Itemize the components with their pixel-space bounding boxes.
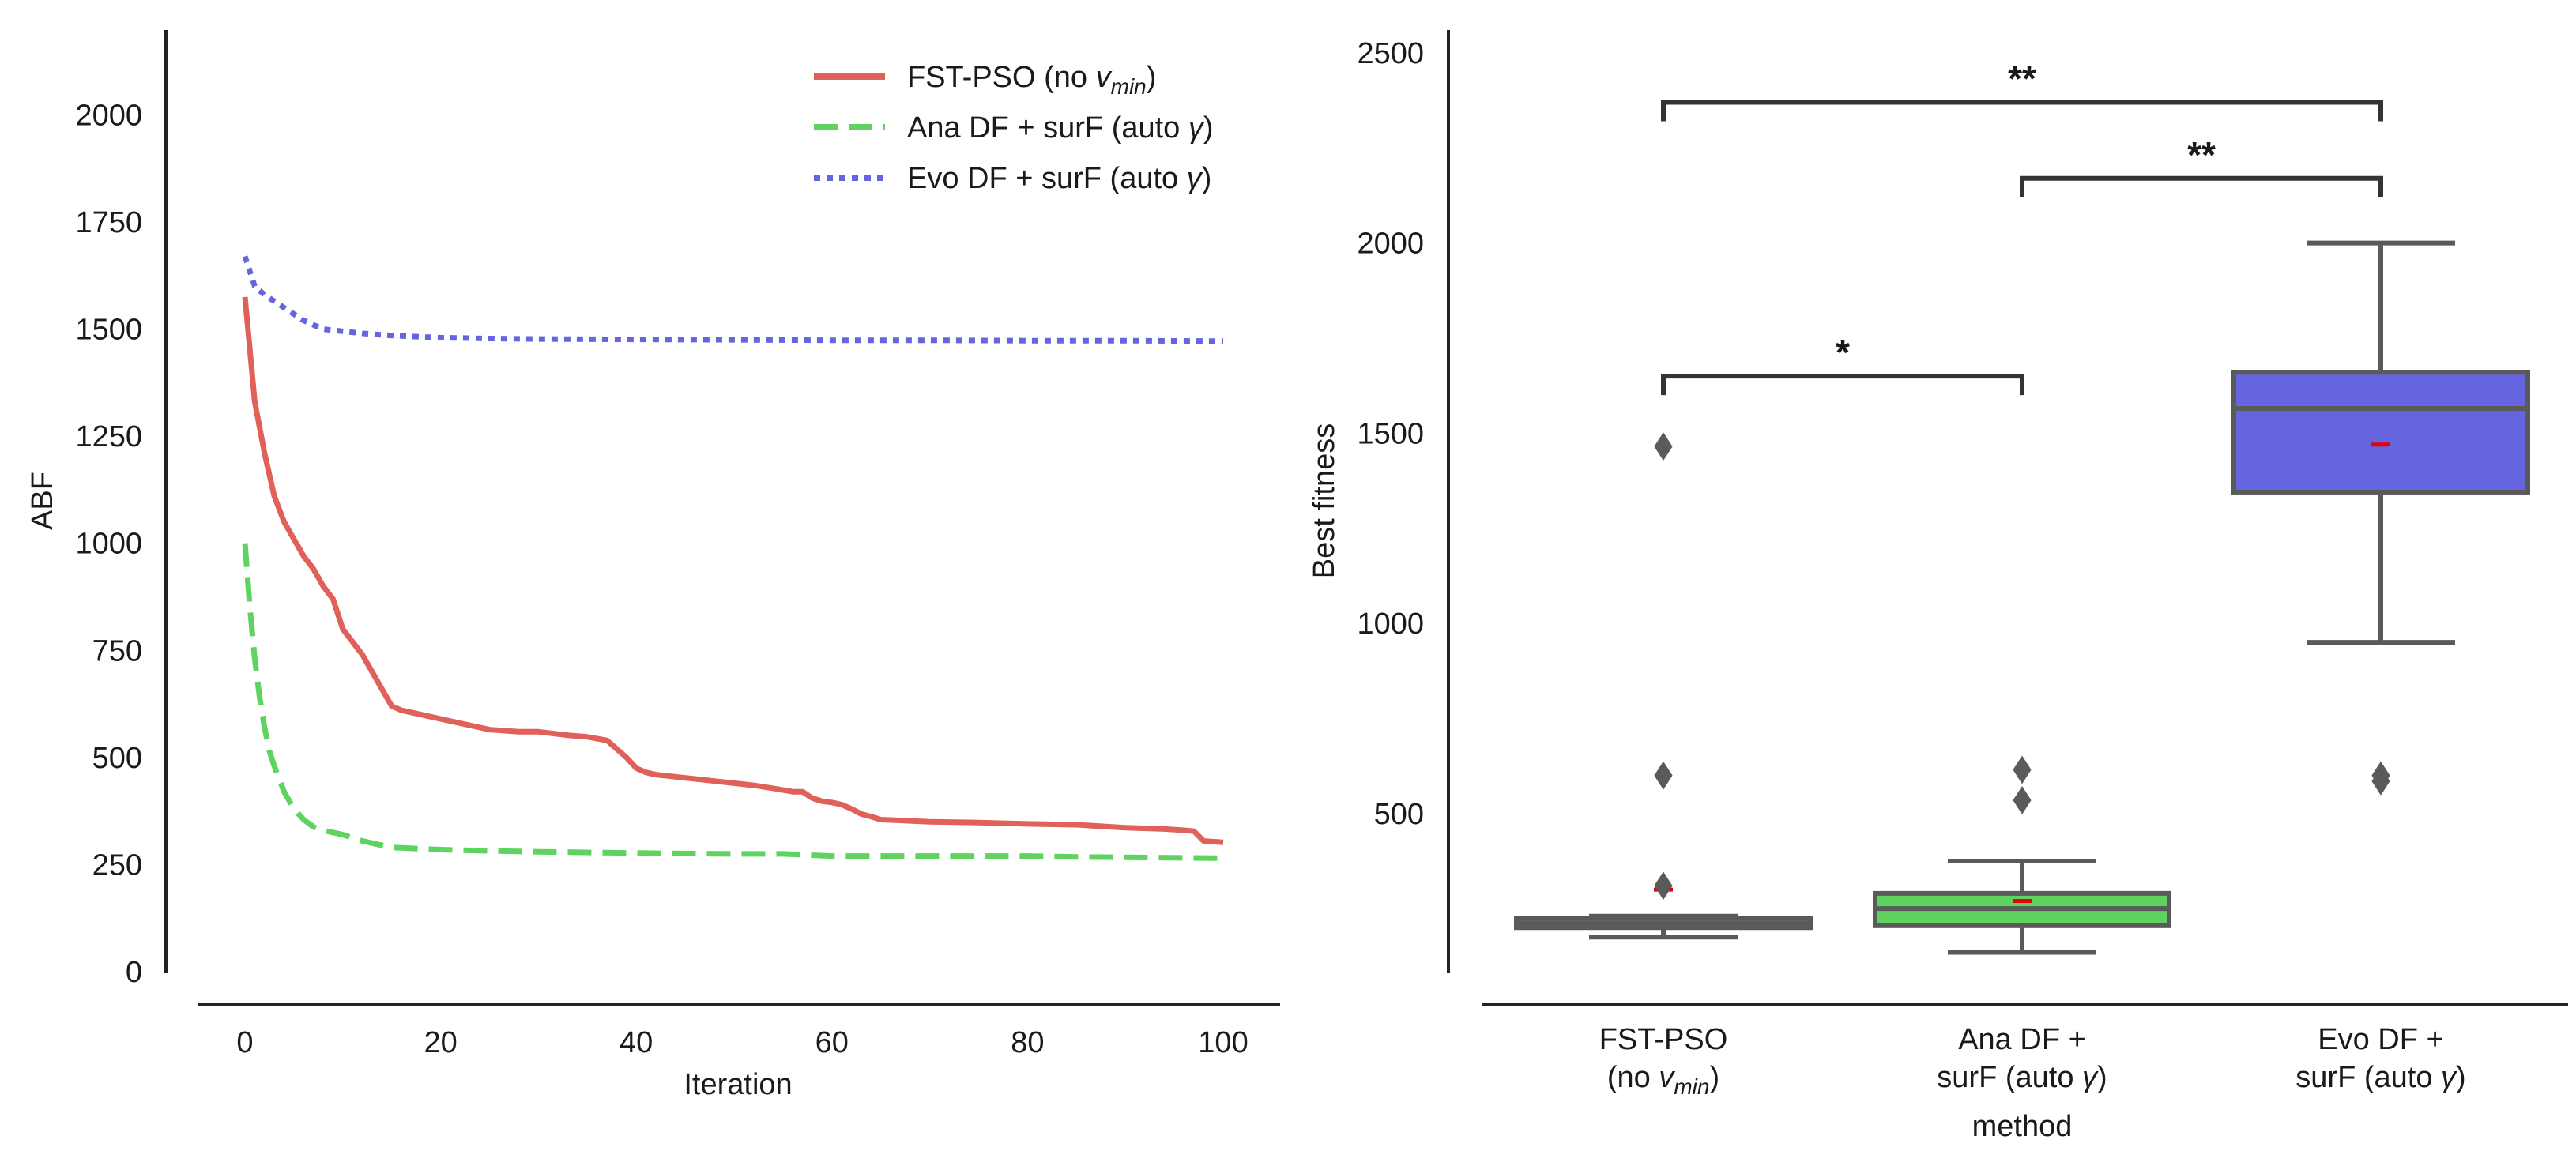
line-y-tick-labels: 0 250 500 750 1000 1250 1500 1750 2000: [75, 99, 142, 989]
box-y-tick-label: 2000: [1357, 228, 1424, 261]
line-y-axis-label: ABF: [26, 472, 59, 530]
series-line-ana-df-surf-auto-gamma: [242, 543, 1224, 861]
line-y-tick-label: 1000: [75, 528, 142, 561]
box-group: [1514, 240, 2530, 955]
bracket-line: [2020, 175, 2383, 197]
box-y-axis-label: Best fitness: [1308, 423, 1341, 578]
legend-label-fst-pso: FST-PSO (no vmin): [907, 61, 1156, 99]
line-y-tick-label: 2000: [75, 99, 142, 132]
significance-brackets: *****: [1661, 58, 2383, 396]
line-y-tick-label: 1750: [75, 206, 142, 239]
box-x-axis-label: method: [1972, 1110, 2073, 1143]
box-iqr: [2231, 370, 2530, 495]
significance-bracket: **: [1661, 58, 2383, 122]
bracket-line: [1661, 374, 2024, 396]
category-labels: FST-PSO (no vmin) Ana DF + surF (auto γ)…: [1599, 1023, 2466, 1099]
line-series-group: [242, 255, 1224, 861]
line-y-tick-label: 250: [92, 848, 142, 882]
category-label-fst-pso: FST-PSO: [1599, 1023, 1728, 1056]
box-y-tick-labels: 500 1000 1500 2000 2500: [1357, 37, 1424, 831]
line-x-tick-label: 40: [620, 1026, 653, 1059]
series-line-fst-pso-no-v-min: [242, 296, 1224, 845]
line-y-tick-label: 750: [92, 634, 142, 668]
line-x-tick-label: 60: [815, 1026, 849, 1059]
series-line-evo-df-surf-auto-gamma: [242, 255, 1224, 344]
outlier-point: [1654, 871, 1673, 901]
line-y-tick-label: 500: [92, 742, 142, 775]
category-label-ana-df: Ana DF +: [1958, 1023, 2086, 1056]
bracket-line: [1661, 100, 2383, 122]
significance-bracket: **: [2020, 134, 2383, 197]
legend-label-ana-df: Ana DF + surF (auto γ): [907, 111, 1214, 145]
outlier-point: [1654, 761, 1673, 790]
category-label-ana-df-sub: surF (auto γ): [1937, 1061, 2107, 1094]
line-y-tick-label: 0: [126, 956, 142, 989]
category-label-evo-df-sub: surF (auto γ): [2295, 1061, 2465, 1094]
box-y-tick-label: 500: [1374, 798, 1424, 831]
box-fst-pso: [1514, 432, 1813, 940]
outlier-point: [2371, 761, 2390, 790]
legend-label-evo-df: Evo DF + surF (auto γ): [907, 162, 1211, 195]
line-x-tick-label: 80: [1011, 1026, 1044, 1059]
category-label-fst-pso-sub: (no vmin): [1607, 1061, 1719, 1099]
legend: FST-PSO (no vmin) Ana DF + surF (auto γ)…: [814, 61, 1214, 195]
box-evo-df: [2231, 240, 2530, 796]
line-x-tick-label: 100: [1198, 1026, 1248, 1059]
line-chart-panel: 0 250 500 750 1000 1250 1500 1750 2000 0 20 40 60 80…: [26, 30, 1280, 1101]
significance-label: **: [2008, 58, 2036, 99]
line-y-tick-label: 1250: [75, 420, 142, 453]
box-y-tick-label: 1500: [1357, 417, 1424, 450]
legend-entry-fst-pso: FST-PSO (no vmin): [814, 61, 1156, 99]
outlier-point: [1654, 432, 1673, 461]
outlier-point: [2013, 786, 2032, 814]
box-ana-df: [1873, 755, 2171, 955]
box-y-tick-label: 1000: [1357, 607, 1424, 641]
box-y-tick-label: 2500: [1357, 37, 1424, 70]
line-x-tick-label: 20: [424, 1026, 457, 1059]
line-y-tick-label: 1500: [75, 314, 142, 347]
legend-entry-ana-df: Ana DF + surF (auto γ): [814, 111, 1214, 145]
outlier-point: [2013, 755, 2032, 784]
line-x-axis-label: Iteration: [684, 1068, 792, 1101]
significance-label: **: [2187, 134, 2216, 175]
category-label-evo-df: Evo DF +: [2318, 1023, 2443, 1056]
legend-entry-evo-df: Evo DF + surF (auto γ): [814, 162, 1211, 195]
line-x-tick-label: 0: [236, 1026, 253, 1059]
line-x-tick-labels: 0 20 40 60 80 100: [236, 1026, 1248, 1059]
significance-label: *: [1836, 332, 1850, 373]
significance-bracket: *: [1661, 332, 2024, 396]
